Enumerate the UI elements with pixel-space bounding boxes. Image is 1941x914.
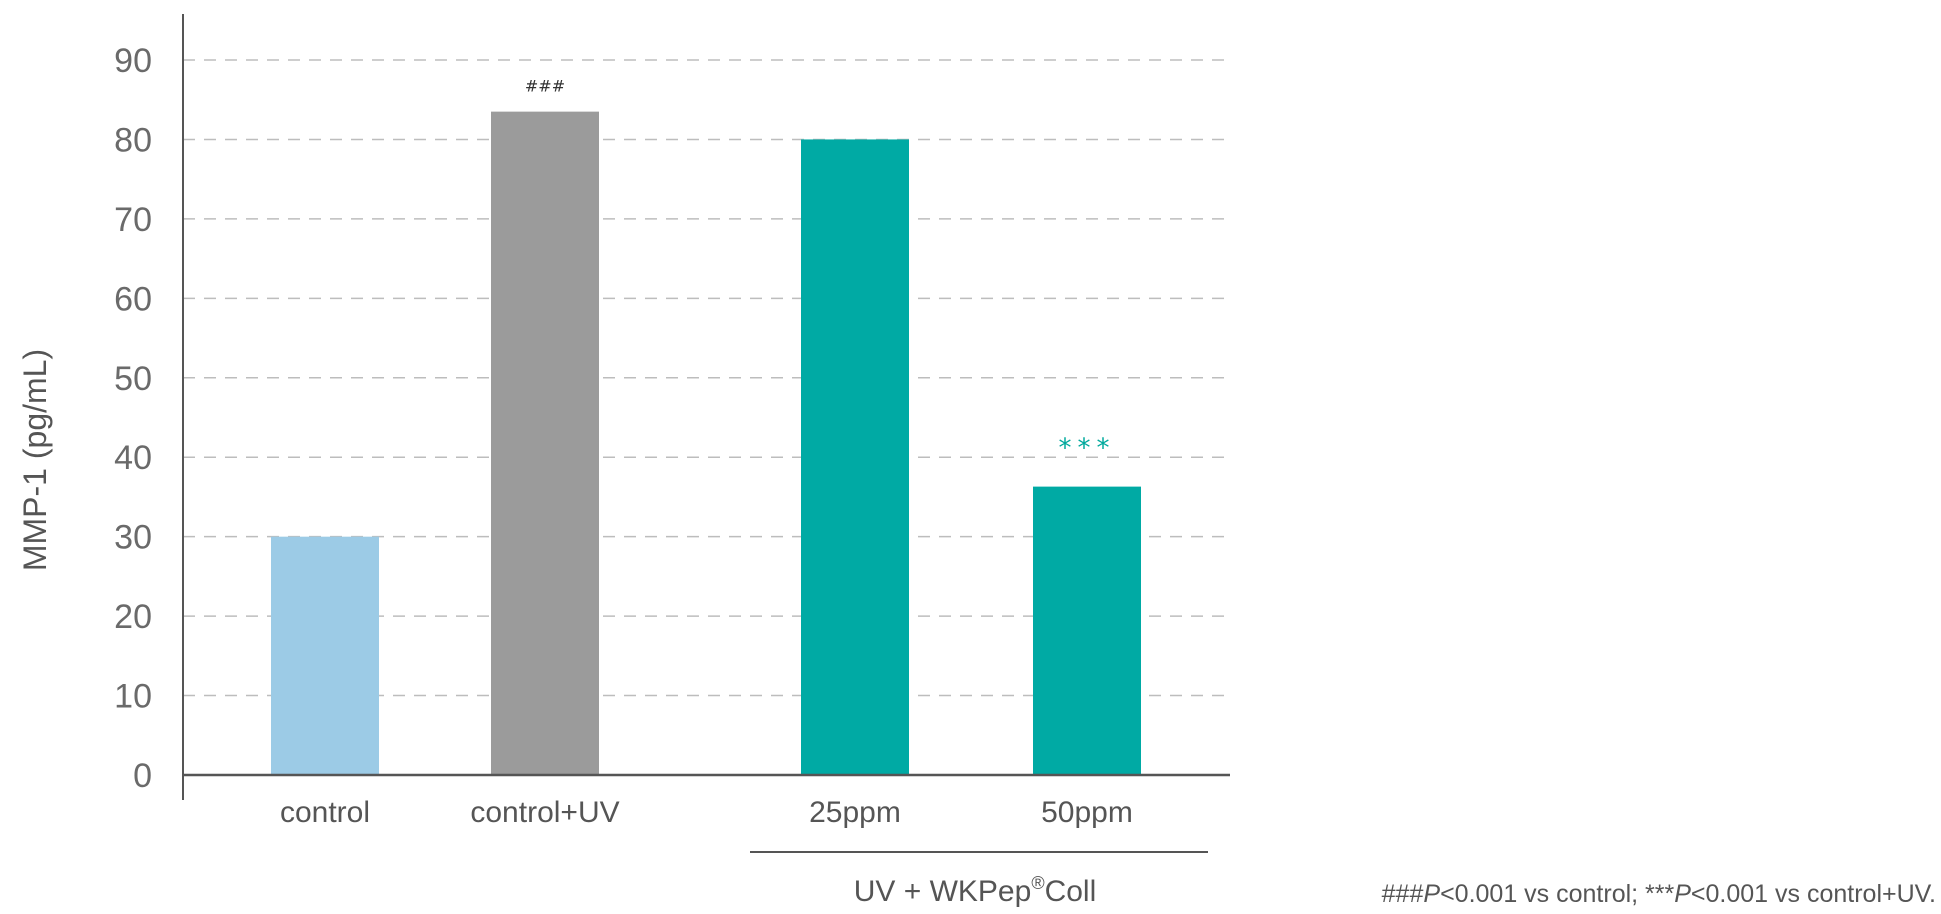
footnote: ###P<0.001 vs control; ***P<0.001 vs con… <box>1382 880 1936 908</box>
y-tick-label: 90 <box>114 42 152 80</box>
footnote-text1: <0.001 vs control; <box>1440 880 1645 908</box>
footnote-p2: P <box>1674 880 1691 908</box>
bar-50ppm <box>1033 486 1141 775</box>
bar-25ppm <box>801 139 909 775</box>
bar-control <box>271 536 379 775</box>
y-tick-label: 60 <box>114 280 152 318</box>
footnote-stars: *** <box>1645 880 1674 908</box>
footnote-p1: P <box>1423 880 1440 908</box>
x-category-labels: control control+UV 25ppm 50ppm <box>280 796 1133 829</box>
significance-marker: ### <box>525 77 565 96</box>
bar-annotations: ### *** <box>525 77 1116 464</box>
x-category-label: control+UV <box>470 796 619 829</box>
y-tick-label: 30 <box>114 519 152 557</box>
x-category-label: control <box>280 796 370 829</box>
y-tick-label: 70 <box>114 201 152 239</box>
y-tick-labels: 0 10 20 30 40 50 60 70 80 90 <box>114 42 152 795</box>
bar-control-uv <box>491 111 599 775</box>
y-tick-label: 0 <box>133 757 152 795</box>
x-category-label: 50ppm <box>1041 796 1133 829</box>
bars <box>271 111 1141 775</box>
y-axis-label: MMP-1 (pg/mL) <box>17 349 53 571</box>
significance-marker: *** <box>1059 434 1116 464</box>
group-label-tail: Coll <box>1045 875 1097 908</box>
group-label: UV + WKPep®Coll <box>854 873 1097 908</box>
footnote-hash: ### <box>1382 880 1424 908</box>
group-label-main: UV + WKPep <box>854 875 1032 908</box>
x-category-label: 25ppm <box>809 796 901 829</box>
footnote-text2: <0.001 vs control+UV. <box>1691 880 1936 908</box>
y-tick-label: 50 <box>114 360 152 398</box>
y-tick-label: 10 <box>114 678 152 716</box>
group-label-superscript: ® <box>1031 873 1044 893</box>
y-tick-label: 20 <box>114 598 152 636</box>
y-tick-label: 40 <box>114 439 152 477</box>
y-tick-label: 80 <box>114 121 152 159</box>
